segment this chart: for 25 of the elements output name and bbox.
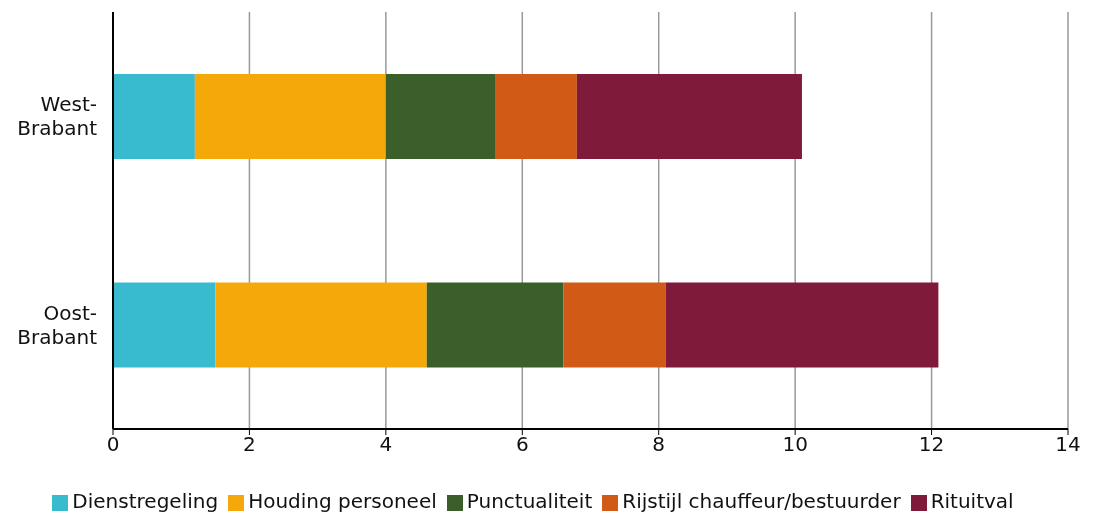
bar xyxy=(576,74,802,159)
bar xyxy=(113,74,195,159)
bar xyxy=(194,74,386,159)
x-tick-label: 0 xyxy=(106,432,120,457)
y-tick-label: Oost-Brabant xyxy=(17,300,98,349)
legend-label: Punctualiteit xyxy=(466,489,593,513)
x-tick-label: 2 xyxy=(243,432,256,457)
bar xyxy=(426,282,564,368)
x-tick-label: 14 xyxy=(1055,432,1081,457)
bar xyxy=(113,282,216,368)
legend-label: Dienstregeling xyxy=(72,489,219,513)
bar xyxy=(495,74,577,159)
x-tick-label: 10 xyxy=(782,432,808,457)
y-tick-label: West-Brabant xyxy=(17,92,98,141)
x-tick-label: 12 xyxy=(918,432,945,457)
bar xyxy=(665,282,939,368)
legend-label: Rituitval xyxy=(930,489,1014,513)
legend-label: Houding personeel xyxy=(248,489,437,513)
bar xyxy=(385,74,495,159)
bar xyxy=(563,282,666,368)
legend-label: Rijstijl chauffeur/bestuurder xyxy=(622,489,901,513)
x-tick-label: 4 xyxy=(379,432,393,457)
bar xyxy=(215,282,427,368)
x-tick-label: 6 xyxy=(515,432,529,457)
x-tick-label: 8 xyxy=(652,432,666,457)
